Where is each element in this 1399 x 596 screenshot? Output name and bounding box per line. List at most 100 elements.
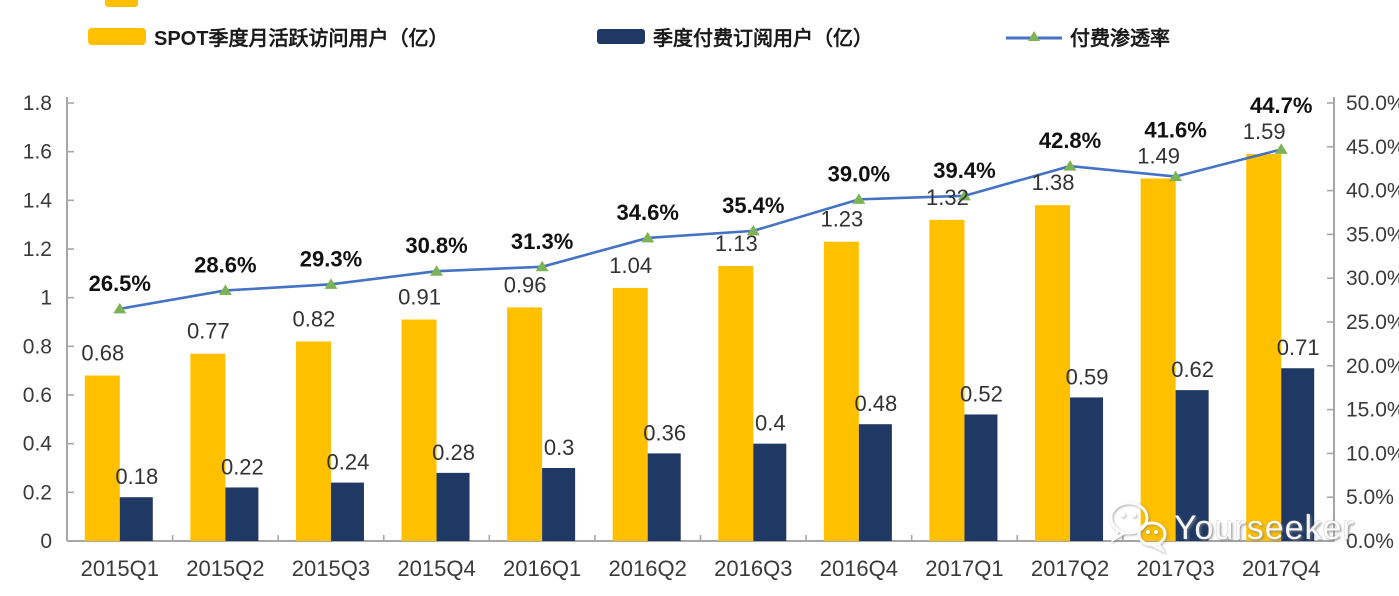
bar-mau-2017Q4: [1246, 154, 1282, 541]
label-pct-2016Q2: 34.6%: [617, 200, 679, 225]
label-mau-2017Q3: 1.49: [1137, 143, 1180, 168]
penetration-marker-2016Q4: [852, 193, 866, 204]
penetration-marker-2016Q1: [535, 260, 549, 272]
y-axis-right-label: 15.0%: [1346, 399, 1399, 422]
bar-sub-2015Q4: [436, 472, 470, 541]
y-axis-right-label: 40.0%: [1346, 180, 1399, 203]
y-axis-left-label: 1.8: [23, 92, 52, 115]
label-sub-2015Q3: 0.24: [327, 450, 370, 475]
x-label-2017Q2: 2017Q2: [1031, 556, 1109, 581]
bar-mau-2015Q4: [401, 319, 437, 541]
penetration-marker-2015Q1: [113, 302, 127, 314]
x-label-2016Q1: 2016Q1: [503, 556, 581, 581]
legend-swatch-subscribers: [597, 29, 645, 44]
bar-sub-2015Q1: [119, 497, 153, 541]
penetration-marker-2016Q2: [641, 231, 655, 243]
x-label-2015Q3: 2015Q3: [292, 556, 370, 581]
bar-mau-2017Q1: [929, 219, 965, 542]
bar-mau-2015Q1: [84, 375, 120, 541]
label-mau-2016Q1: 0.96: [504, 272, 547, 297]
penetration-marker-2015Q4: [430, 265, 444, 276]
y-axis-left-label: 1: [40, 287, 52, 310]
label-pct-2016Q4: 39.0%: [828, 161, 890, 186]
bar-sub-2017Q1: [964, 414, 998, 541]
y-axis-left-label: 0.4: [23, 433, 53, 456]
y-axis-right-label: 10.0%: [1346, 442, 1399, 465]
label-sub-2016Q3: 0.4: [755, 411, 786, 436]
legend-item-penetration: 付费渗透率: [1006, 22, 1170, 51]
bar-sub-2015Q2: [225, 487, 259, 541]
label-sub-2016Q1: 0.3: [544, 435, 575, 460]
label-pct-2017Q4: 44.7%: [1250, 93, 1312, 118]
label-sub-2015Q4: 0.28: [432, 440, 475, 465]
y-axis-right-label: 50.0%: [1346, 92, 1399, 115]
bar-sub-2017Q2: [1070, 397, 1104, 541]
label-mau-2015Q1: 0.68: [81, 341, 124, 366]
label-sub-2015Q2: 0.22: [221, 454, 264, 479]
bar-sub-2016Q4: [858, 424, 892, 541]
x-label-2015Q4: 2015Q4: [397, 556, 475, 581]
label-sub-2015Q1: 0.18: [115, 464, 158, 489]
legend-label-subscribers: 季度付费订阅用户（亿）: [653, 28, 873, 50]
y-axis-right-label: 30.0%: [1346, 267, 1399, 290]
bar-mau-2015Q3: [295, 341, 331, 541]
label-pct-2017Q2: 42.8%: [1039, 128, 1101, 153]
cropped-yellow-fragment: [105, 0, 138, 7]
legend-label-mau: SPOT季度月活跃访问用户（亿）: [154, 28, 449, 50]
bar-mau-2016Q1: [507, 307, 543, 541]
x-label-2016Q4: 2016Q4: [820, 556, 898, 581]
legend-label-penetration: 付费渗透率: [1070, 28, 1170, 50]
bar-sub-2017Q3: [1175, 390, 1209, 541]
label-mau-2015Q3: 0.82: [293, 306, 336, 331]
x-label-2015Q2: 2015Q2: [186, 556, 264, 581]
label-pct-2015Q4: 30.8%: [405, 233, 467, 258]
label-mau-2017Q4: 1.59: [1243, 119, 1286, 144]
x-label-2017Q1: 2017Q1: [925, 556, 1003, 581]
label-pct-2017Q1: 39.4%: [933, 158, 995, 183]
penetration-marker-2015Q3: [324, 278, 338, 289]
label-sub-2017Q2: 0.59: [1066, 364, 1109, 389]
label-sub-2016Q2: 0.36: [643, 420, 686, 445]
label-mau-2015Q2: 0.77: [187, 319, 230, 344]
y-axis-left-label: 0.8: [23, 335, 52, 358]
label-mau-2016Q3: 1.13: [715, 231, 758, 256]
bar-mau-2015Q2: [190, 353, 226, 541]
penetration-line: [119, 148, 1282, 311]
label-pct-2016Q3: 35.4%: [722, 193, 784, 218]
bar-mau-2016Q3: [718, 266, 754, 541]
label-pct-2016Q1: 31.3%: [511, 229, 573, 254]
x-label-2016Q3: 2016Q3: [714, 556, 792, 581]
x-label-2016Q2: 2016Q2: [609, 556, 687, 581]
penetration-marker-2015Q2: [218, 284, 232, 295]
x-label-2015Q1: 2015Q1: [81, 556, 159, 581]
bar-mau-2016Q2: [612, 287, 648, 541]
bar-mau-2017Q3: [1140, 178, 1176, 541]
x-label-2017Q4: 2017Q4: [1242, 556, 1320, 581]
y-axis-left-label: 0.2: [23, 481, 52, 504]
y-axis-right-label: 5.0%: [1346, 486, 1394, 509]
label-mau-2016Q2: 1.04: [609, 253, 652, 278]
penetration-marker-2017Q3: [1169, 170, 1183, 182]
x-label-2017Q3: 2017Q3: [1136, 556, 1214, 581]
legend-line-marker-sample: [1006, 27, 1062, 47]
y-axis-left-label: 0: [40, 530, 52, 553]
y-axis-right-label: 0.0%: [1346, 530, 1394, 553]
label-pct-2015Q1: 26.5%: [89, 271, 151, 296]
y-axis-left-label: 1.2: [23, 238, 52, 261]
y-axis-right-label: 35.0%: [1346, 223, 1399, 246]
legend-swatch-mau: [88, 28, 146, 45]
label-sub-2017Q4: 0.71: [1277, 335, 1320, 360]
y-axis-right-label: 45.0%: [1346, 136, 1399, 159]
label-sub-2016Q4: 0.48: [854, 391, 897, 416]
label-mau-2017Q1: 1.32: [926, 185, 969, 210]
label-mau-2017Q2: 1.38: [1032, 170, 1075, 195]
legend-item-mau: SPOT季度月活跃访问用户（亿）: [88, 22, 448, 51]
bar-sub-2016Q2: [647, 453, 681, 541]
bar-sub-2016Q1: [542, 468, 576, 541]
y-axis-right-label: 20.0%: [1346, 355, 1399, 378]
y-axis-left-label: 0.6: [23, 384, 52, 407]
bar-sub-2015Q3: [330, 482, 364, 541]
bar-sub-2016Q3: [753, 443, 787, 541]
